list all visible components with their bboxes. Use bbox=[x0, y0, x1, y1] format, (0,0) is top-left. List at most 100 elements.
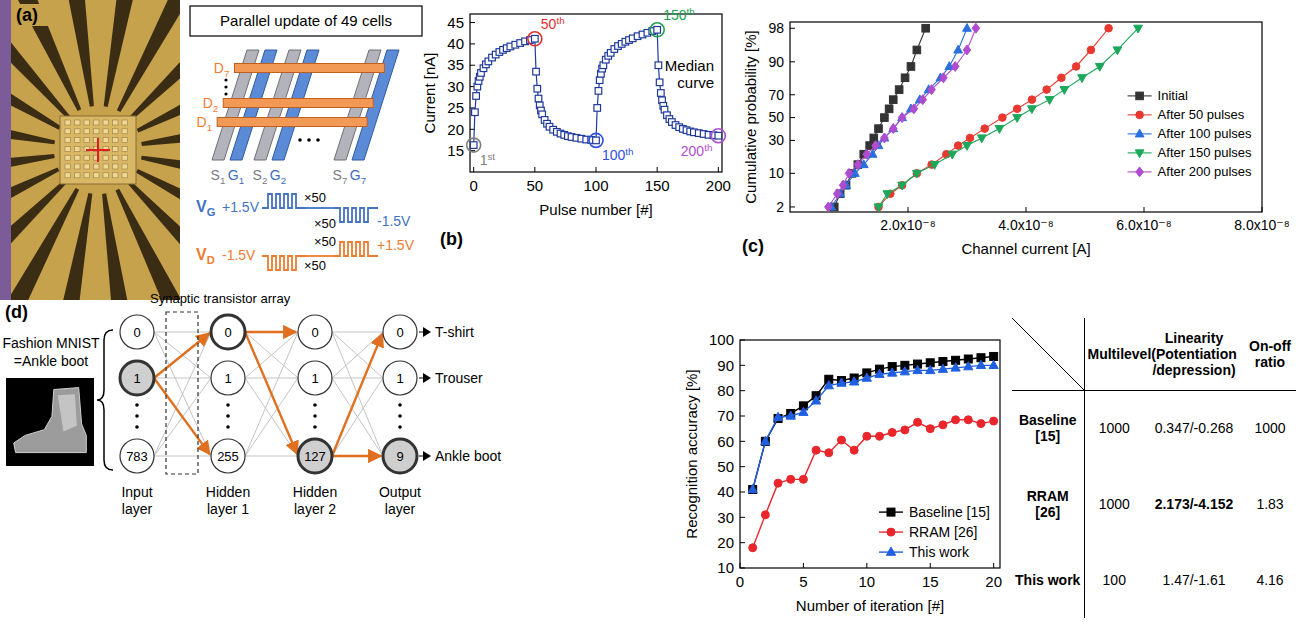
layer-label-line: Hidden bbox=[293, 484, 337, 500]
ellipsis-dot bbox=[307, 138, 311, 142]
x-tick bbox=[803, 563, 804, 568]
series-line bbox=[834, 28, 925, 207]
neuron-label: 1 bbox=[396, 371, 403, 386]
pulse-train bbox=[262, 194, 306, 208]
y-tick-label: 20 bbox=[447, 121, 464, 138]
cell bbox=[122, 146, 128, 151]
ellipsis-dot bbox=[226, 425, 230, 429]
panel-label: (a) bbox=[16, 5, 38, 25]
table-row: Baseline [15]10000.347/-0.2681000 bbox=[1012, 390, 1296, 466]
legend-text: After 50 pulses bbox=[1158, 107, 1245, 122]
drain-line bbox=[217, 118, 367, 127]
data-point bbox=[939, 421, 947, 429]
voltage-name: VD bbox=[196, 246, 215, 266]
neuron-label: 783 bbox=[126, 449, 148, 464]
x-tick-label: 10 bbox=[858, 573, 875, 590]
ellipsis-dot bbox=[226, 414, 230, 418]
label-superscript: st bbox=[487, 151, 495, 162]
y-tick-label: 50 bbox=[717, 458, 734, 475]
probe-wire bbox=[137, 33, 180, 132]
data-point bbox=[922, 24, 930, 32]
data-point bbox=[850, 446, 858, 454]
x-tick-label: 200 bbox=[706, 177, 731, 194]
data-point bbox=[981, 125, 989, 133]
panel-label: (c) bbox=[742, 236, 764, 256]
table-cell: 100 bbox=[1084, 542, 1144, 618]
ellipsis-dot bbox=[224, 92, 227, 95]
cell bbox=[103, 129, 109, 134]
data-point bbox=[812, 446, 820, 454]
data-point bbox=[976, 360, 985, 368]
y-tick bbox=[790, 61, 795, 62]
neuron-label: 0 bbox=[311, 325, 318, 340]
table: MultilevelLinearity (Potentiation /depre… bbox=[1012, 318, 1296, 618]
connection bbox=[245, 456, 298, 457]
plot-frame bbox=[790, 22, 1262, 212]
data-point bbox=[715, 132, 722, 139]
y-tick-label: 60 bbox=[717, 433, 734, 450]
cell bbox=[75, 129, 81, 134]
label-main: S bbox=[333, 167, 342, 183]
pulse-baseline bbox=[306, 255, 334, 257]
data-point bbox=[656, 79, 663, 86]
legend-marker bbox=[887, 528, 895, 536]
layer-label-line: layer 1 bbox=[207, 501, 249, 517]
data-point bbox=[898, 113, 906, 123]
data-point bbox=[895, 86, 903, 94]
data-point bbox=[919, 95, 927, 105]
data-point bbox=[1087, 46, 1095, 54]
data-point bbox=[535, 95, 542, 102]
array-label: Synaptic transistor array bbox=[150, 291, 291, 306]
output-line bbox=[419, 332, 423, 333]
data-point bbox=[952, 416, 960, 424]
legend-text: After 200 pulses bbox=[1158, 164, 1252, 179]
x-tick-label: 15 bbox=[922, 573, 939, 590]
cell bbox=[84, 155, 90, 160]
y-tick-label: 40 bbox=[447, 35, 464, 52]
data-point bbox=[951, 62, 959, 72]
legend-entry: After 50 pulses bbox=[1128, 107, 1245, 122]
legend-entry: Baseline [15] bbox=[879, 504, 990, 520]
x-tick bbox=[473, 167, 474, 172]
label-superscript: th bbox=[687, 6, 695, 17]
series-line bbox=[474, 30, 719, 145]
chart-0: 05010015020015202530354045Pulse number [… bbox=[421, 6, 731, 249]
y-tick-label: 30 bbox=[717, 509, 734, 526]
label-main: V bbox=[196, 246, 207, 263]
y-tick bbox=[470, 43, 475, 44]
data-point bbox=[972, 23, 980, 33]
y-tick-label: 90 bbox=[717, 357, 734, 374]
source-label: S2 bbox=[253, 167, 268, 186]
series-line bbox=[753, 365, 994, 489]
series-line bbox=[753, 420, 994, 548]
ellipsis-dot bbox=[398, 403, 402, 407]
label-main: G bbox=[270, 167, 281, 183]
data-point bbox=[1013, 115, 1022, 123]
data-point bbox=[881, 114, 889, 122]
data-point bbox=[862, 373, 871, 381]
legend-entry: After 200 pulses bbox=[1128, 164, 1252, 179]
dataset-name: Fashion MNIST bbox=[2, 335, 100, 351]
drain-label: D2 bbox=[203, 95, 219, 114]
connection bbox=[332, 378, 383, 456]
data-point bbox=[749, 544, 757, 552]
y-axis-title: Current [nA] bbox=[421, 53, 438, 134]
probe-wires bbox=[0, 0, 180, 300]
legend-entry: This work bbox=[879, 544, 970, 560]
chart-1: 2.0x10⁻⁸4.0x10⁻⁸6.0x10⁻⁸8.0x10⁻⁸21030507… bbox=[742, 20, 1290, 257]
drain-label: D1 bbox=[197, 114, 213, 133]
annotation: 200th bbox=[681, 142, 713, 159]
neuron-label: 0 bbox=[224, 325, 231, 340]
pulse-baseline bbox=[306, 207, 334, 209]
data-point bbox=[1095, 63, 1104, 71]
data-point bbox=[774, 479, 782, 487]
active-connection bbox=[245, 332, 297, 454]
data-point bbox=[837, 378, 846, 386]
table-cell: 1000 bbox=[1084, 466, 1144, 542]
data-point bbox=[875, 369, 884, 377]
cell bbox=[122, 120, 128, 125]
column-header: On-off ratio bbox=[1244, 318, 1296, 390]
connection bbox=[332, 332, 383, 333]
y-tick-label: 80 bbox=[717, 382, 734, 399]
legend-marker bbox=[887, 508, 895, 516]
